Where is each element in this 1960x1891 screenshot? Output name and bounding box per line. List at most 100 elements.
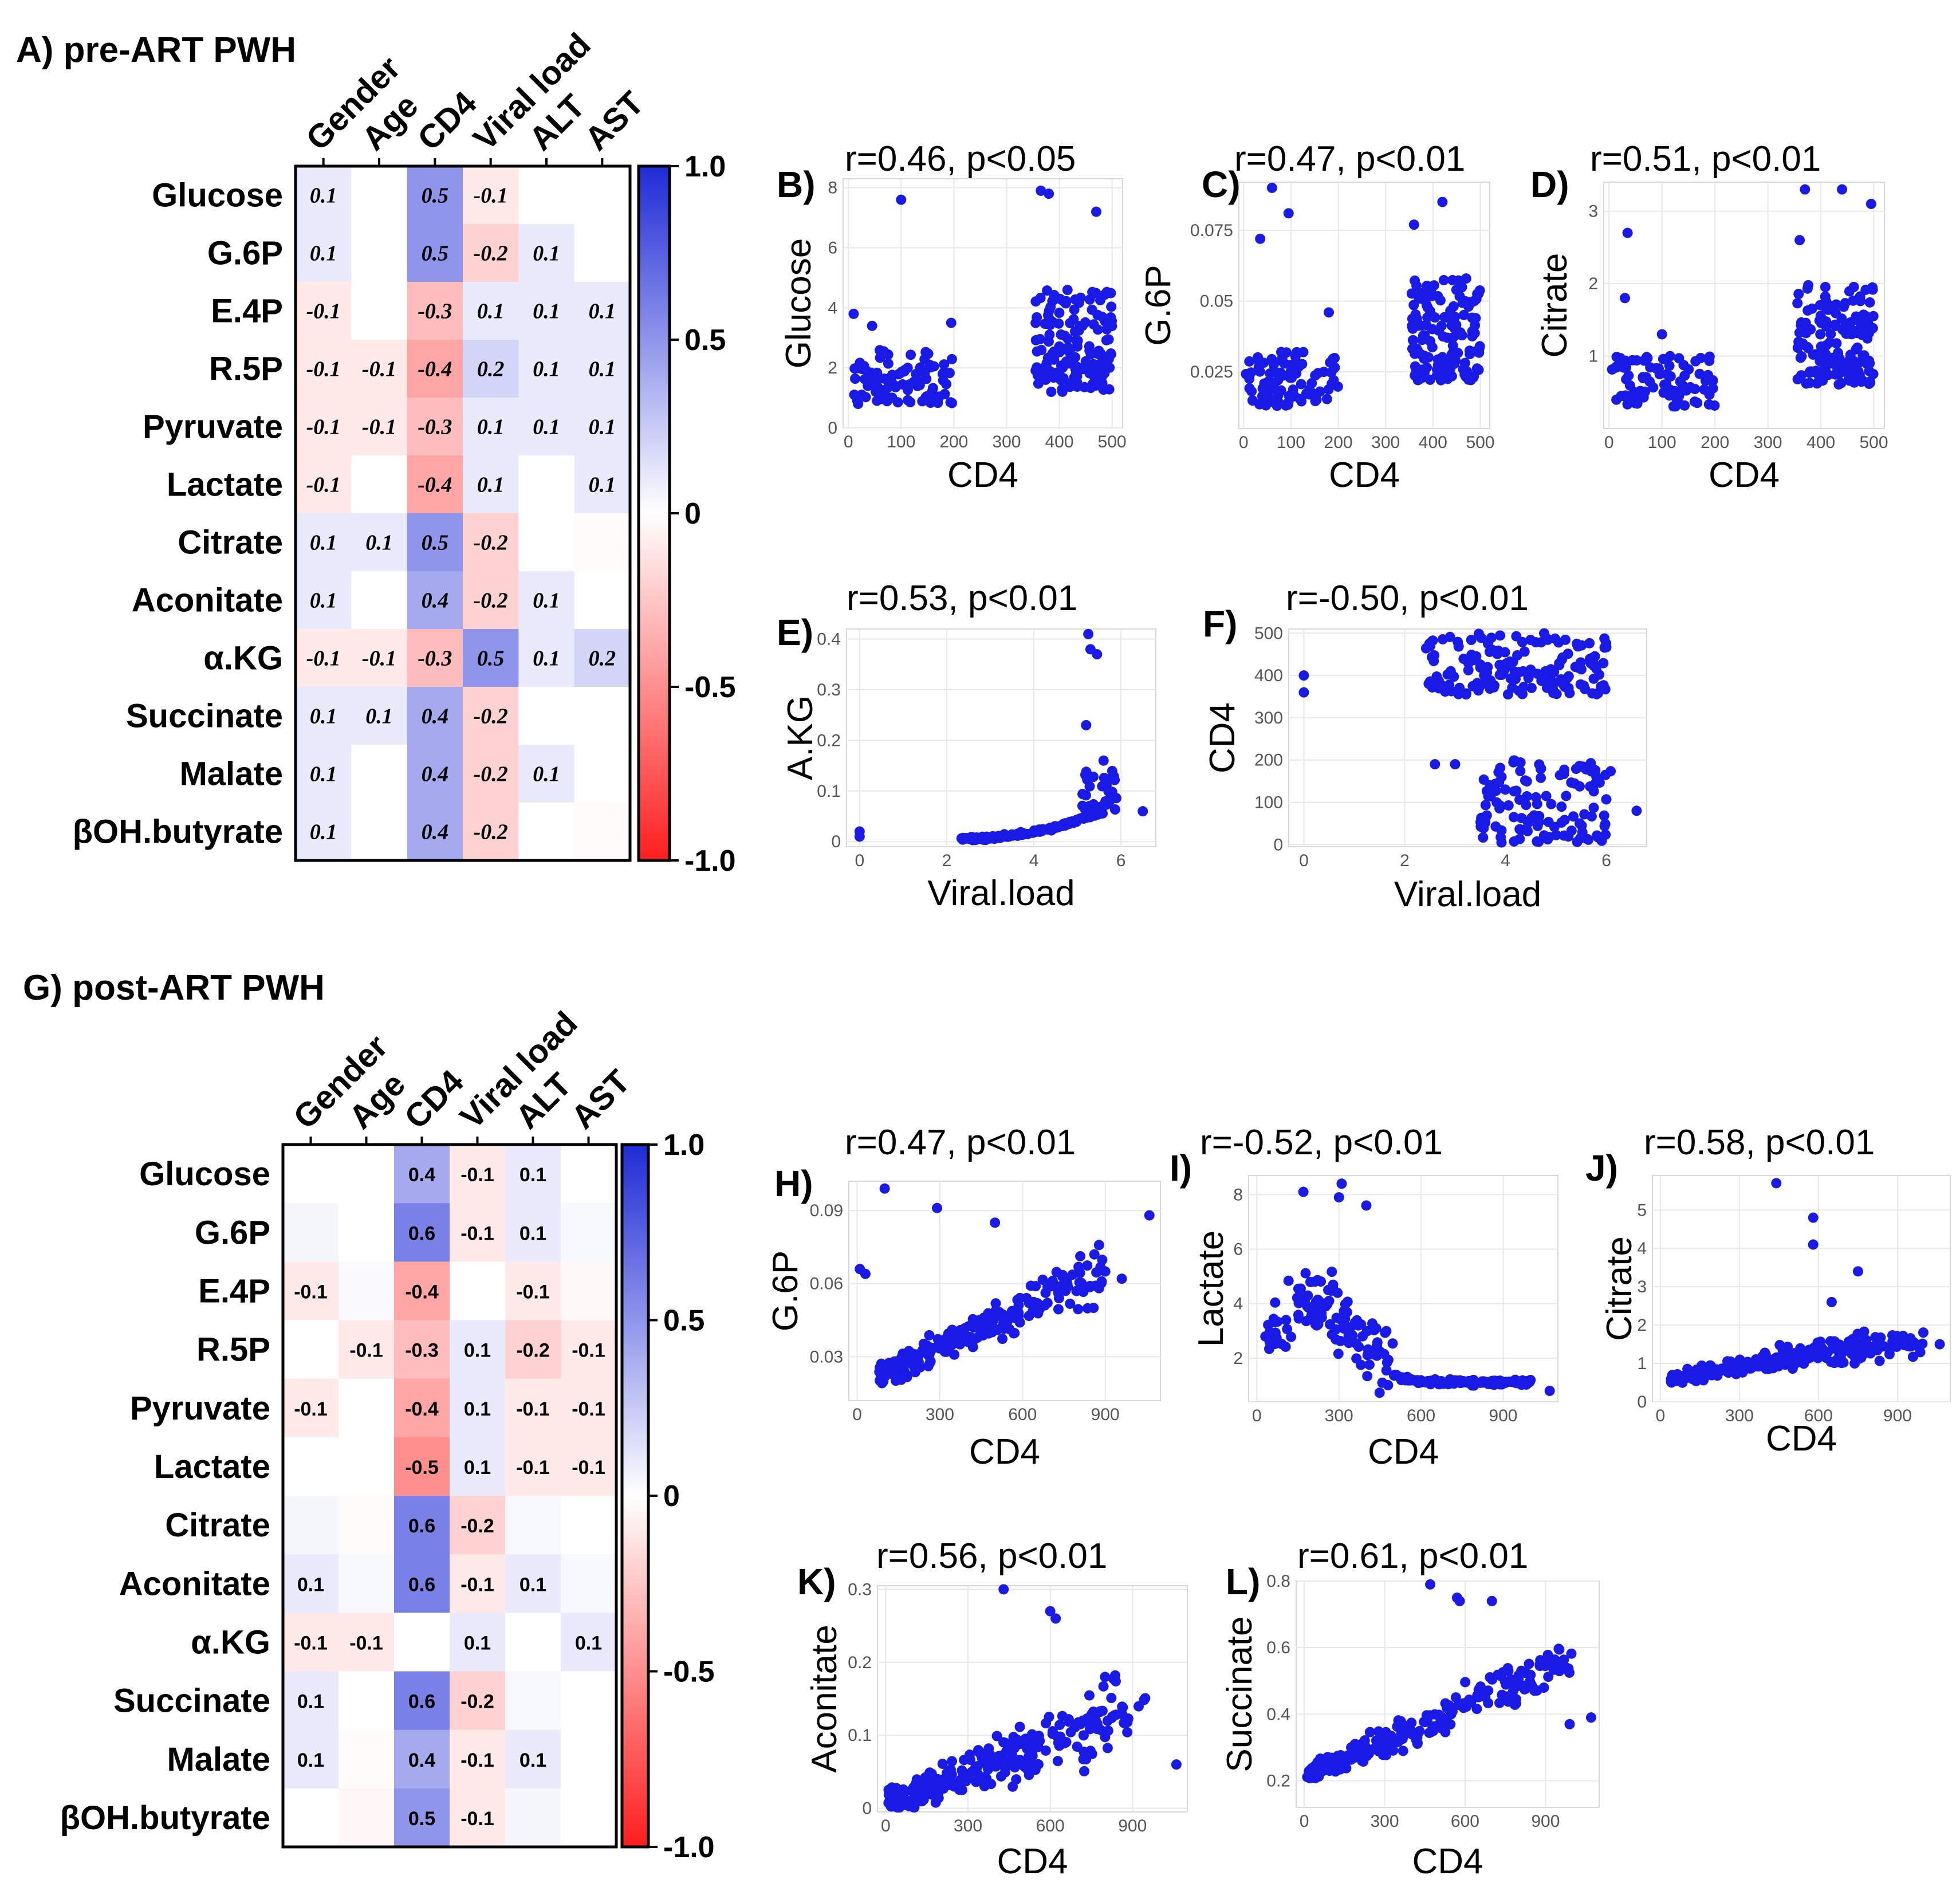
heatmap_post-cell-label: 0.1 bbox=[519, 1222, 546, 1244]
data-point bbox=[1817, 375, 1828, 386]
heatmap_pre-cell-r7-c0 bbox=[296, 571, 352, 630]
data-point bbox=[1094, 1265, 1105, 1276]
data-point bbox=[1546, 799, 1557, 809]
data-point bbox=[917, 396, 928, 407]
data-point bbox=[1361, 1200, 1372, 1211]
data-point bbox=[1445, 666, 1456, 677]
heatmap_post-cell-r2-c2 bbox=[394, 1261, 450, 1320]
data-point bbox=[1750, 1361, 1761, 1372]
heatmap_pre-cell-label: -0.3 bbox=[418, 415, 452, 439]
heatmap_pre-cell-label: 0.1 bbox=[365, 705, 393, 729]
data-point bbox=[1424, 639, 1435, 650]
heatmap_post-cell-r1-c2 bbox=[394, 1203, 450, 1262]
data-point bbox=[1543, 1672, 1554, 1682]
heatmap_pre-cell-label: 0.4 bbox=[422, 820, 449, 844]
y-tick-label: 0.075 bbox=[1190, 221, 1233, 240]
heatmap_pre-cell-label: 0.1 bbox=[589, 357, 616, 382]
heatmap_post-cell-label: -0.1 bbox=[516, 1281, 550, 1303]
data-point bbox=[1453, 641, 1464, 652]
heatmap_pre-cell-label: 0.2 bbox=[589, 647, 616, 671]
heatmap_post-cell-label: 0.1 bbox=[464, 1632, 491, 1654]
heatmap_post-cell-r11-c2 bbox=[394, 1788, 450, 1847]
data-point bbox=[1541, 791, 1552, 801]
data-point bbox=[1050, 1613, 1061, 1624]
data-point bbox=[1563, 671, 1574, 682]
data-point bbox=[1109, 804, 1120, 815]
data-point bbox=[1303, 1302, 1314, 1313]
data-point bbox=[1820, 364, 1831, 375]
data-point bbox=[986, 1323, 997, 1334]
data-point bbox=[1030, 296, 1041, 307]
data-point bbox=[1545, 664, 1556, 675]
data-point bbox=[876, 1378, 887, 1389]
data-point bbox=[1053, 1304, 1064, 1315]
data-point bbox=[1073, 1304, 1084, 1315]
y-axis-label: Glucose bbox=[779, 238, 818, 368]
heatmap_pre-cell-label: -0.1 bbox=[474, 184, 508, 208]
heatmap_pre-cell-r6-c2 bbox=[407, 513, 463, 572]
data-point bbox=[918, 1338, 929, 1349]
data-point bbox=[1438, 331, 1449, 342]
heatmap_post-cell-label: -0.2 bbox=[516, 1340, 550, 1362]
heatmap_pre-cell-r3-c4 bbox=[518, 340, 575, 398]
data-point bbox=[1835, 1348, 1846, 1359]
data-point bbox=[1092, 324, 1103, 335]
data-point bbox=[1709, 1365, 1720, 1375]
data-point bbox=[1398, 1374, 1408, 1385]
heatmap_post-cell-label: -0.5 bbox=[405, 1457, 439, 1479]
data-point bbox=[1820, 282, 1831, 293]
y-tick-label: 0.8 bbox=[1266, 1572, 1290, 1591]
data-point bbox=[903, 395, 914, 406]
heatmap_post-cell-r10-c0 bbox=[283, 1729, 339, 1789]
heatmap_pre-cell-r8-c3 bbox=[463, 629, 519, 687]
heatmap_post-cell-r5-c4 bbox=[505, 1437, 561, 1496]
data-point bbox=[1690, 384, 1701, 395]
data-point bbox=[1068, 314, 1079, 325]
data-point bbox=[1854, 316, 1865, 327]
data-point bbox=[900, 1800, 911, 1811]
data-point bbox=[869, 379, 880, 390]
data-point bbox=[1088, 1303, 1099, 1314]
data-point bbox=[874, 1366, 885, 1377]
heatmap_pre-cell-label: 0.1 bbox=[310, 820, 337, 844]
data-point bbox=[1473, 628, 1484, 639]
panel-letter: I) bbox=[1170, 1147, 1192, 1189]
heatmap_pre-cell-r11-c0 bbox=[296, 803, 352, 861]
row-label: E.4P bbox=[211, 293, 283, 330]
data-point bbox=[1383, 1379, 1394, 1390]
heatmap_pre-cell-r7-c4 bbox=[518, 571, 575, 630]
heatmap_pre-cell-r1-c4 bbox=[518, 224, 575, 282]
data-point bbox=[1494, 1697, 1505, 1708]
heatmap_post-cell-r11-c3 bbox=[450, 1788, 506, 1847]
data-point bbox=[1468, 372, 1479, 383]
heatmap_post-cell-r4-c2 bbox=[394, 1378, 450, 1438]
heatmap_pre-cell-r4-c5 bbox=[574, 398, 631, 456]
heatmap_pre-cell-r11-c1 bbox=[351, 803, 408, 861]
heatmap_post-cell-label: 0.1 bbox=[297, 1750, 324, 1771]
heatmap_post-cell-r7-c2 bbox=[394, 1554, 450, 1613]
y-tick-label: 0.2 bbox=[848, 1653, 872, 1672]
heatmap_post-cell-label: 0.4 bbox=[408, 1750, 435, 1771]
data-point bbox=[1834, 353, 1845, 364]
data-point bbox=[1521, 1668, 1532, 1678]
panel-letter: J) bbox=[1585, 1147, 1618, 1189]
data-point bbox=[1331, 1324, 1341, 1335]
data-point bbox=[1408, 300, 1419, 310]
data-point bbox=[1774, 1339, 1785, 1350]
y-tick-label: 0.4 bbox=[817, 630, 841, 649]
data-point bbox=[1042, 285, 1053, 296]
data-point bbox=[1616, 391, 1627, 402]
data-point bbox=[860, 392, 871, 403]
row-label: Malate bbox=[179, 756, 283, 793]
data-point bbox=[923, 1361, 934, 1371]
y-tick-label: 0.2 bbox=[817, 731, 841, 750]
data-point bbox=[1281, 1315, 1292, 1326]
column-label: CD4 bbox=[397, 1063, 471, 1136]
row-label: Pyruvate bbox=[143, 408, 283, 446]
row-label: Lactate bbox=[167, 466, 283, 504]
data-point bbox=[1477, 812, 1488, 823]
data-point bbox=[947, 398, 958, 408]
row-label: Lactate bbox=[154, 1448, 270, 1485]
data-point bbox=[1406, 1374, 1417, 1385]
heatmap_pre-cell-label: 0.1 bbox=[365, 531, 393, 555]
